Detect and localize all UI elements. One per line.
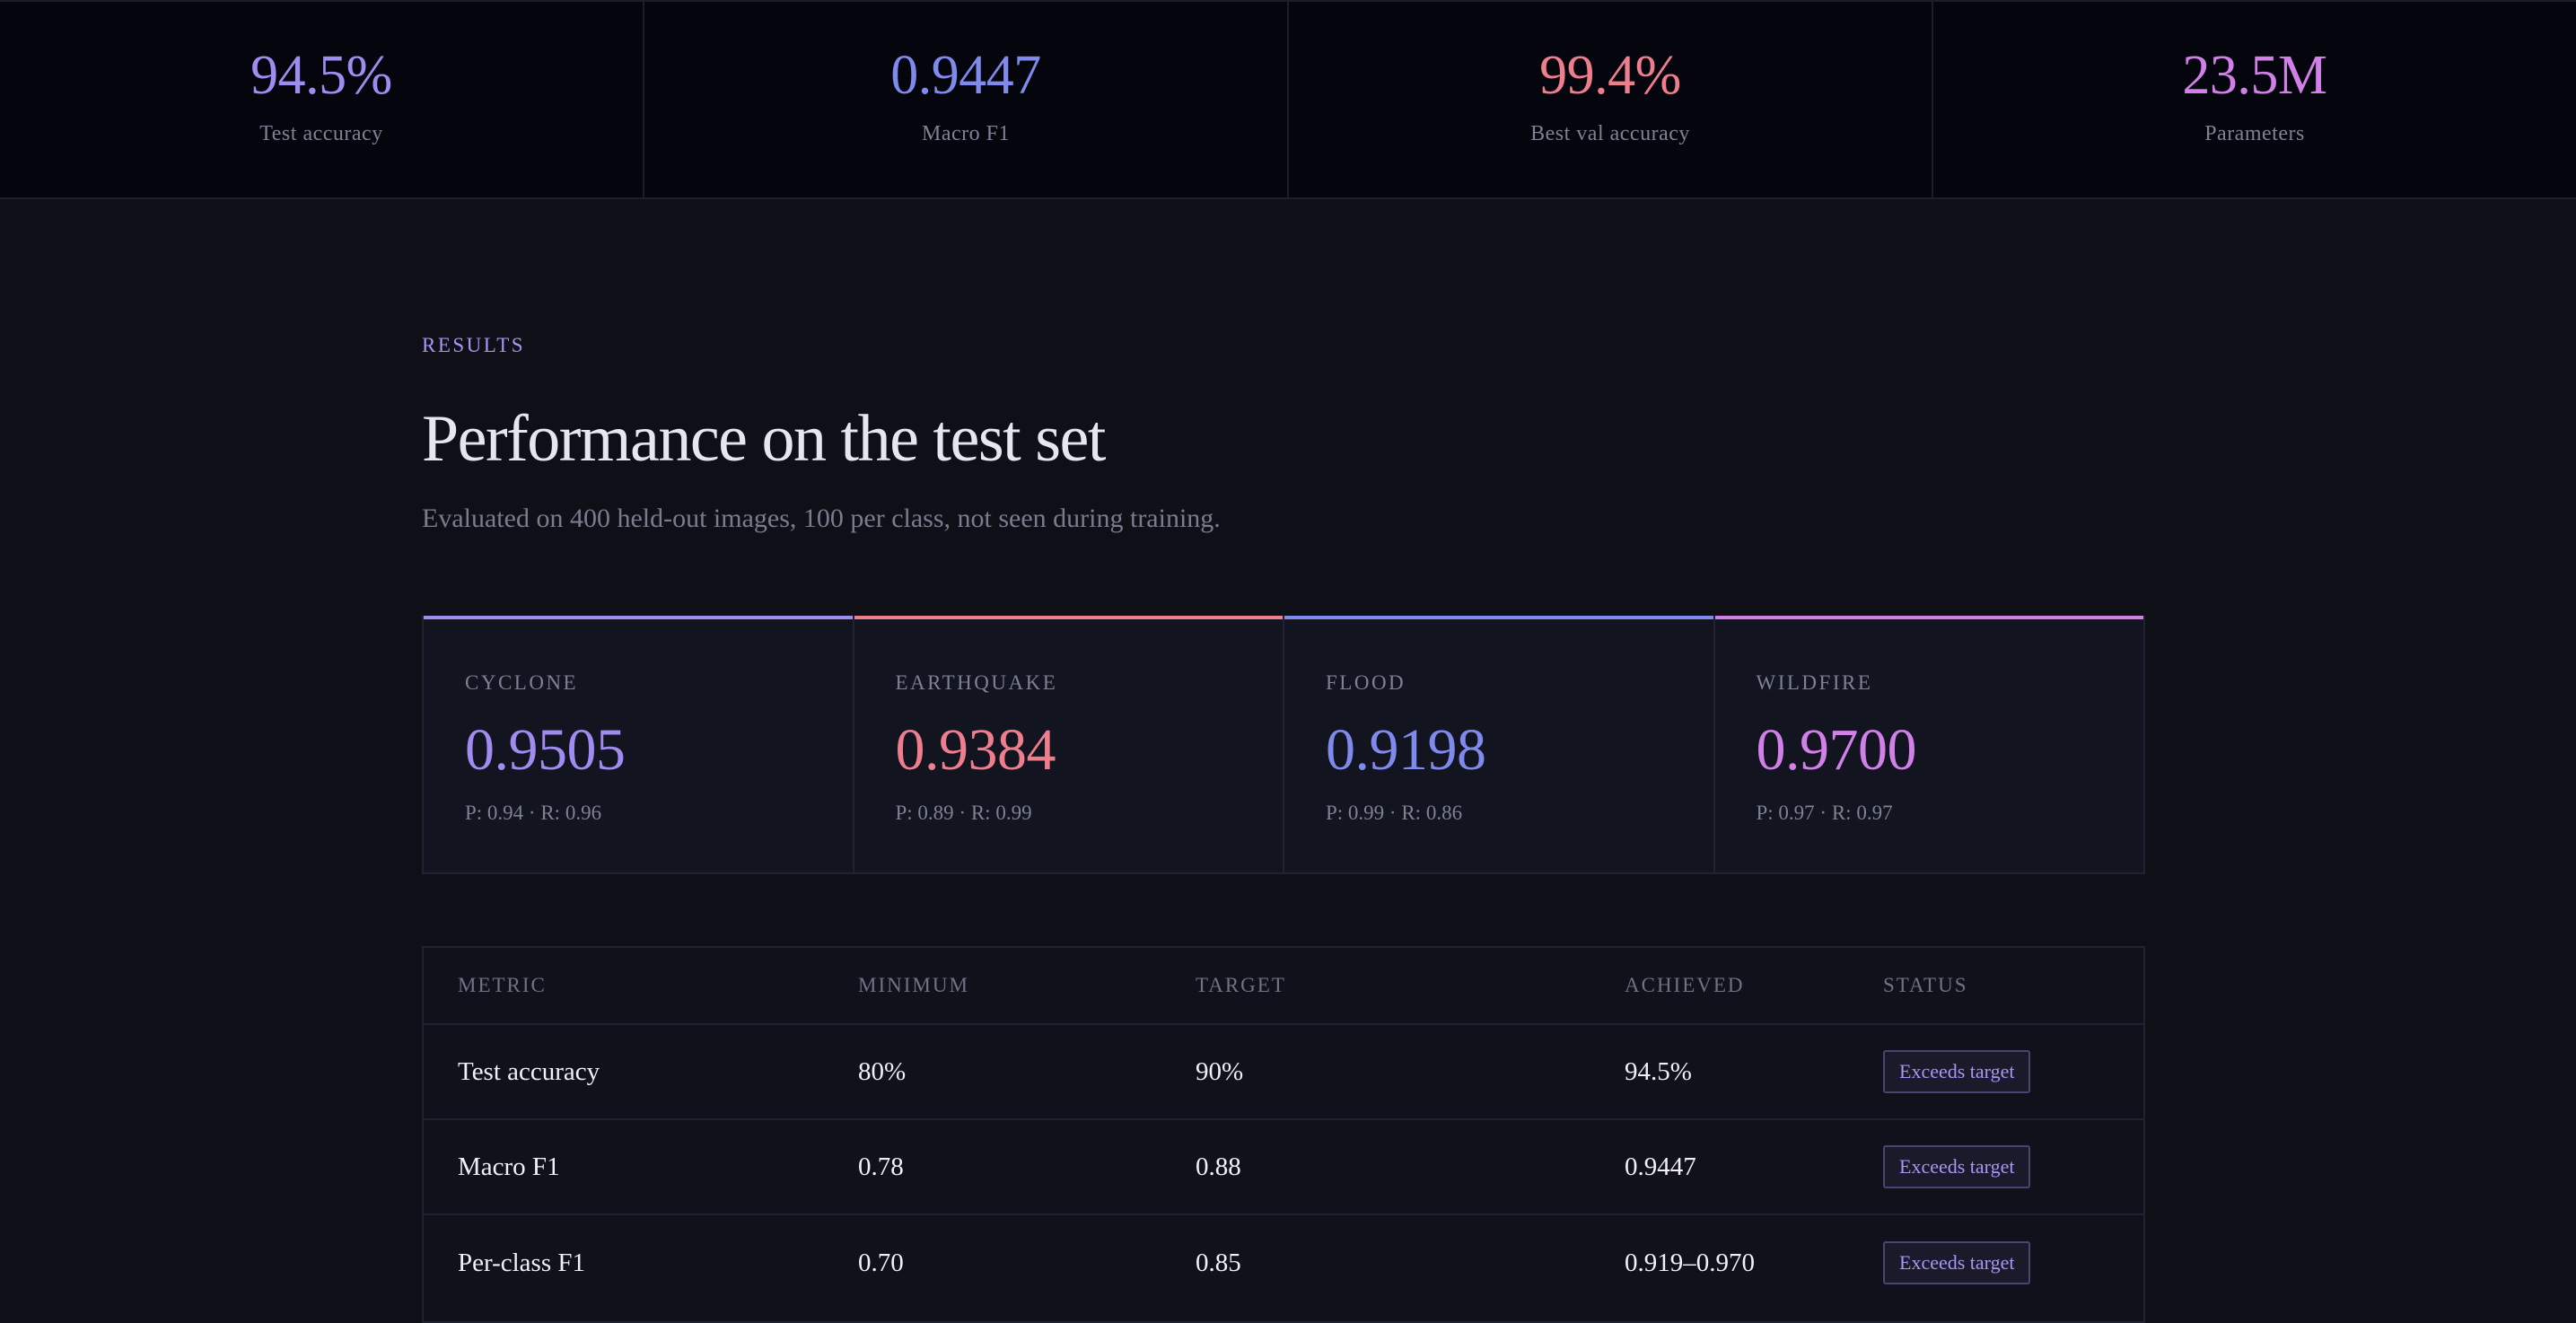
class-name: CYCLONE (465, 671, 579, 694)
status-cell: Exceeds target (1883, 1120, 2031, 1213)
stat-test-accuracy: 94.5% Test accuracy (0, 2, 644, 197)
achieved-cell: 94.5% (1625, 1056, 1692, 1086)
status-cell: Exceeds target (1883, 1215, 2031, 1310)
column-header-metric: METRIC (458, 974, 547, 996)
stat-value: 0.9447 (890, 45, 1041, 106)
achieved-cell: 0.919–0.970 (1625, 1248, 1755, 1277)
stat-value: 23.5M (2182, 45, 2327, 106)
class-card-flood: FLOOD 0.9198 P: 0.99 · R: 0.86 (1284, 616, 1715, 872)
column-header-minimum: MINIMUM (858, 974, 969, 996)
minimum-cell: 0.78 (858, 1152, 904, 1181)
table-row: Macro F1 0.78 0.88 0.9447 Exceeds target (424, 1120, 2143, 1215)
status-cell: Exceeds target (1883, 1025, 2031, 1118)
card-accent-bar (1284, 616, 1713, 619)
class-card-wildfire: WILDFIRE 0.9700 P: 0.97 · R: 0.97 (1714, 616, 2143, 872)
summary-stats-bar: 94.5% Test accuracy 0.9447 Macro F1 99.4… (0, 0, 2576, 199)
class-card-earthquake: EARTHQUAKE 0.9384 P: 0.89 · R: 0.99 (854, 616, 1284, 872)
class-f1-score: 0.9700 (1756, 717, 1917, 783)
table-header-row: METRIC MINIMUM TARGET ACHIEVED STATUS (424, 948, 2143, 1025)
card-accent-bar (854, 616, 1283, 619)
class-name: EARTHQUAKE (895, 671, 1058, 694)
class-f1-cards: CYCLONE 0.9505 P: 0.94 · R: 0.96 EARTHQU… (422, 616, 2145, 874)
card-accent-bar (424, 616, 853, 619)
minimum-cell: 80% (858, 1056, 907, 1086)
card-accent-bar (1714, 616, 2143, 619)
section-title: Performance on the test set (422, 402, 1106, 476)
class-name: FLOOD (1326, 671, 1406, 694)
table-row: Per-class F1 0.70 0.85 0.919–0.970 Excee… (424, 1215, 2143, 1323)
stat-value: 99.4% (1539, 45, 1681, 106)
status-badge: Exceeds target (1883, 1050, 2031, 1093)
stat-best-val-accuracy: 99.4% Best val accuracy (1289, 2, 1933, 197)
target-cell: 90% (1196, 1056, 1244, 1086)
stat-label: Test accuracy (259, 122, 383, 145)
stat-parameters: 23.5M Parameters (1933, 2, 2576, 197)
stat-value: 94.5% (250, 45, 392, 106)
section-subtitle: Evaluated on 400 held-out images, 100 pe… (422, 504, 1221, 533)
column-header-status: STATUS (1883, 974, 1968, 996)
class-precision-recall: P: 0.94 · R: 0.96 (465, 802, 602, 824)
column-header-target: TARGET (1196, 974, 1286, 996)
class-f1-score: 0.9505 (465, 717, 626, 783)
class-card-cyclone: CYCLONE 0.9505 P: 0.94 · R: 0.96 (424, 616, 854, 872)
target-cell: 0.85 (1196, 1248, 1241, 1277)
class-precision-recall: P: 0.97 · R: 0.97 (1756, 802, 1893, 824)
stat-label: Best val accuracy (1530, 122, 1690, 145)
column-header-achieved: ACHIEVED (1625, 974, 1745, 996)
metric-cell: Per-class F1 (458, 1248, 585, 1277)
section-eyebrow: RESULTS (422, 334, 526, 356)
stat-label: Macro F1 (922, 122, 1010, 145)
status-badge: Exceeds target (1883, 1145, 2031, 1188)
class-f1-score: 0.9384 (895, 717, 1056, 783)
achieved-cell: 0.9447 (1625, 1152, 1696, 1181)
metric-cell: Macro F1 (458, 1152, 560, 1181)
stat-macro-f1: 0.9447 Macro F1 (644, 2, 1289, 197)
status-badge: Exceeds target (1883, 1241, 2031, 1284)
class-precision-recall: P: 0.89 · R: 0.99 (895, 802, 1032, 824)
class-precision-recall: P: 0.99 · R: 0.86 (1326, 802, 1463, 824)
class-name: WILDFIRE (1756, 671, 1873, 694)
stat-label: Parameters (2204, 122, 2305, 145)
table-row: Test accuracy 80% 90% 94.5% Exceeds targ… (424, 1025, 2143, 1120)
target-cell: 0.88 (1196, 1152, 1241, 1181)
metric-cell: Test accuracy (458, 1056, 600, 1086)
class-f1-score: 0.9198 (1326, 717, 1486, 783)
metrics-table: METRIC MINIMUM TARGET ACHIEVED STATUS Te… (422, 946, 2145, 1323)
minimum-cell: 0.70 (858, 1248, 904, 1277)
